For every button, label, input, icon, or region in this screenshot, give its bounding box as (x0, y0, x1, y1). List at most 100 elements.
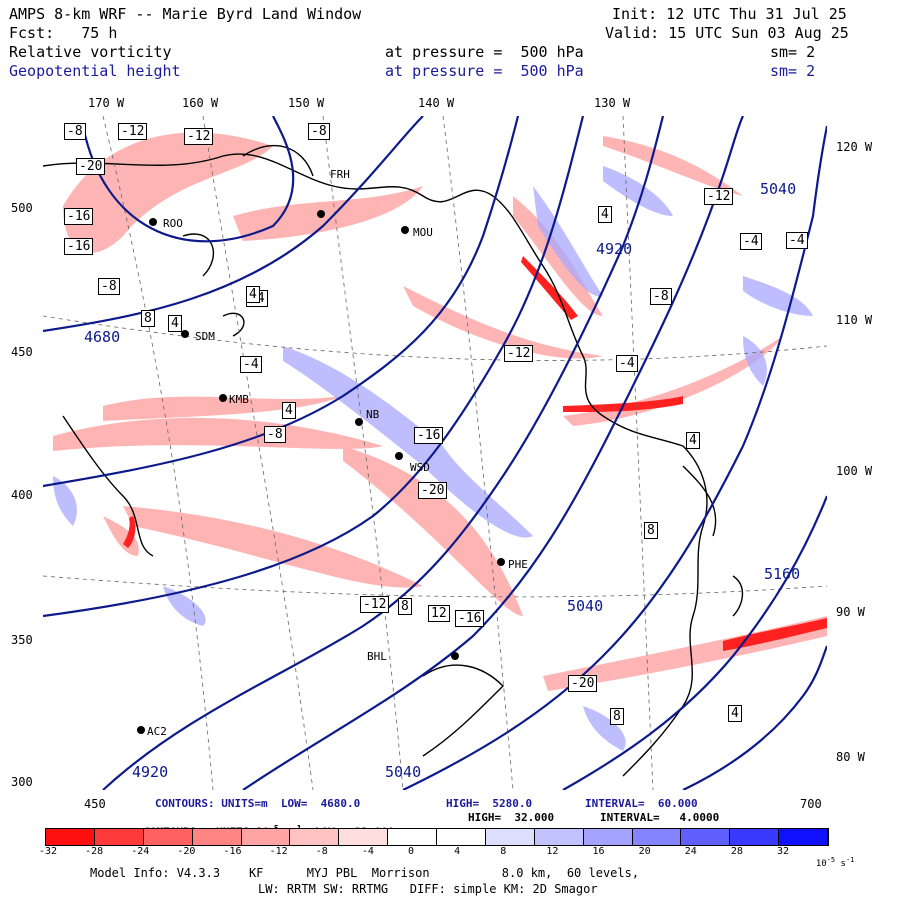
station-label: NB (366, 408, 380, 421)
height-contour-high: HIGH= 5280.0 (446, 797, 533, 810)
colorbar-units: 10-5 s-1 (805, 846, 855, 869)
height-label: 5040 (567, 597, 604, 615)
left-grid-label: 300 (11, 775, 33, 789)
vorticity-value-label: 8 (398, 598, 412, 615)
colorbar-swatch (143, 829, 193, 845)
station-markers (137, 210, 505, 734)
height-label: 5040 (760, 180, 797, 198)
colorbar-swatch (632, 829, 682, 845)
station-label: ROO (163, 217, 183, 230)
vorticity-value-label: 4 (686, 432, 700, 449)
station-label: KMB (229, 393, 249, 406)
colorbar-tick-label: 12 (546, 846, 559, 857)
left-grid-label: 450 (11, 345, 33, 359)
height-contour-interval: INTERVAL= 60.000 (585, 797, 698, 810)
vorticity-value-label: -16 (414, 427, 444, 444)
colorbar-swatch (192, 829, 242, 845)
vorticity-value-label: -8 (308, 123, 330, 140)
station-label: MOU (413, 226, 433, 239)
station-label: WSD (410, 461, 430, 474)
colorbar-tick-label: 16 (592, 846, 605, 857)
vorticity-value-label: -4 (240, 356, 262, 373)
vorticity-value-label: 8 (141, 310, 155, 327)
vorticity-value-label: 4 (246, 286, 260, 303)
top-lon-label: 170 W (88, 96, 125, 110)
colorbar-swatch (485, 829, 535, 845)
station-label: PHE (508, 558, 528, 571)
vorticity-value-label: -12 (360, 596, 390, 613)
vorticity-value-label: -8 (650, 288, 672, 305)
colorbar-tick-label: 8 (500, 846, 507, 857)
field2-smoothing: sm= 2 (770, 62, 816, 80)
colorbar-swatch (388, 829, 437, 845)
vorticity-colorbar (45, 828, 829, 846)
colorbar-tick-label: -32 (39, 846, 58, 857)
cbar-units-s: s (835, 859, 846, 869)
valid-time: Valid: 15 UTC Sun 03 Aug 25 (605, 24, 849, 42)
colorbar-tick-label: 28 (730, 846, 743, 857)
vorticity-value-label: -4 (616, 355, 638, 372)
colorbar-tick-label: -16 (223, 846, 242, 857)
colorbar-tick-label: -24 (131, 846, 150, 857)
height-contours (43, 116, 827, 790)
top-lon-label: 140 W (418, 96, 455, 110)
physics-info: LW: RRTM SW: RRTMG DIFF: simple KM: 2D S… (258, 882, 598, 896)
colorbar-tick-label: -8 (315, 846, 328, 857)
left-grid-label: 400 (11, 488, 33, 502)
top-lon-label: 160 W (182, 96, 219, 110)
vorticity-value-label: -12 (184, 128, 214, 145)
height-label: 5040 (385, 763, 422, 781)
vorticity-value-label: -4 (786, 232, 808, 249)
vorticity-value-label: -4 (740, 233, 762, 250)
vorticity-value-label: 8 (610, 708, 624, 725)
vorticity-value-label: -20 (76, 158, 106, 175)
left-grid-label: 350 (11, 633, 33, 647)
left-grid-label: 500 (11, 201, 33, 215)
vorticity-value-label: -16 (64, 238, 94, 255)
vorticity-value-label: -16 (64, 208, 94, 225)
vorticity-value-label: -20 (418, 482, 448, 499)
negative-vorticity-bands (53, 132, 827, 691)
height-label: 5160 (764, 565, 801, 583)
top-lon-label: 130 W (594, 96, 631, 110)
colorbar-swatch (583, 829, 633, 845)
right-lon-label: 100 W (836, 464, 873, 478)
height-label: 4680 (84, 328, 121, 346)
weather-map[interactable] (43, 116, 827, 790)
colorbar-tick-label: -20 (177, 846, 196, 857)
colorbar-swatch (290, 829, 340, 845)
field2-name: Geopotential height (9, 62, 181, 80)
station-label: FRH (330, 168, 350, 181)
bottom-grid-label: 700 (800, 797, 822, 811)
right-lon-label: 90 W (836, 605, 865, 619)
vorticity-value-label: -12 (118, 123, 148, 140)
vorticity-value-label: -8 (264, 426, 286, 443)
station-label: BHL (367, 650, 387, 663)
top-lon-label: 150 W (288, 96, 325, 110)
vorticity-value-label: -20 (568, 675, 598, 692)
colorbar-tick-label: 32 (777, 846, 790, 857)
vorticity-value-label: -8 (98, 278, 120, 295)
colorbar-swatch (46, 829, 95, 845)
colorbar-tick-label: 4 (454, 846, 461, 857)
colorbar-tick-label: -28 (85, 846, 104, 857)
field1-name: Relative vorticity (9, 43, 172, 61)
vorticity-value-label: -12 (704, 188, 734, 205)
station-label: AC2 (147, 725, 167, 738)
vorticity-value-label: 4 (168, 315, 182, 332)
cbar-units-exp: -5 (826, 856, 836, 864)
height-contour-info: CONTOURS: UNITS=m LOW= 4680.0 (155, 797, 361, 810)
right-lon-label: 80 W (836, 750, 865, 764)
height-label: 4920 (132, 763, 169, 781)
vorticity-value-label: 4 (282, 402, 296, 419)
field2-level: at pressure = 500 hPa (385, 62, 584, 80)
coastlines (43, 145, 744, 777)
vorticity-contour-interval: INTERVAL= 4.0000 (600, 811, 720, 824)
field1-smoothing: sm= 2 (770, 43, 816, 61)
colorbar-swatch (339, 829, 389, 845)
height-label: 4920 (596, 240, 633, 258)
colorbar-tick-label: 20 (638, 846, 651, 857)
colorbar-swatch (94, 829, 144, 845)
init-time: Init: 12 UTC Thu 31 Jul 25 (612, 5, 847, 23)
cbar-units-exp2: -1 (845, 856, 855, 864)
